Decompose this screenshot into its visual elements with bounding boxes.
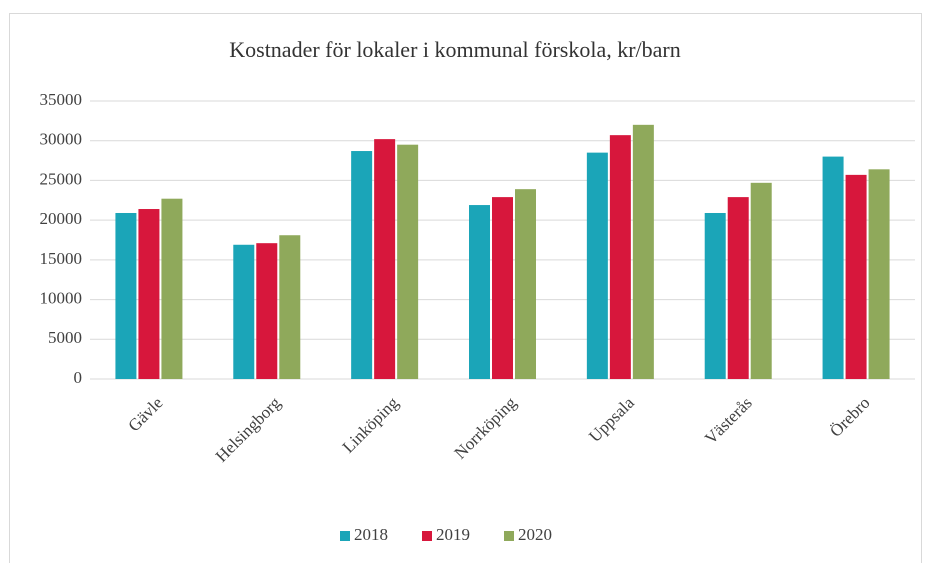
bar — [115, 212, 137, 379]
bar — [374, 139, 396, 379]
y-tick-label: 30000 — [40, 130, 83, 149]
y-tick-label: 20000 — [40, 209, 83, 228]
bar — [469, 205, 490, 379]
bar — [279, 235, 301, 379]
bar — [704, 212, 726, 379]
bar — [609, 135, 631, 379]
bar — [138, 209, 160, 379]
legend-label: 2020 — [518, 525, 552, 544]
y-tick-label: 25000 — [40, 169, 83, 188]
bar — [727, 197, 749, 379]
legend-swatch — [422, 531, 432, 541]
legend-swatch — [504, 531, 514, 541]
y-tick-label: 5000 — [48, 328, 82, 347]
bar — [750, 182, 772, 379]
legend-swatch — [340, 531, 350, 541]
y-tick-label: 15000 — [40, 249, 83, 268]
bar — [515, 189, 536, 379]
bar — [586, 152, 608, 379]
bar — [397, 144, 419, 379]
bar — [632, 124, 654, 379]
bar — [233, 244, 255, 379]
bar — [256, 243, 278, 379]
legend-label: 2018 — [354, 525, 388, 544]
y-tick-label: 0 — [74, 368, 83, 387]
chart-title: Kostnader för lokaler i kommunal förskol… — [229, 37, 680, 62]
bar — [845, 174, 867, 379]
bar — [868, 169, 890, 379]
bar — [161, 198, 183, 379]
y-tick-label: 10000 — [40, 288, 83, 307]
bar — [492, 197, 513, 379]
y-tick-label: 35000 — [40, 90, 83, 109]
legend-label: 2019 — [436, 525, 470, 544]
bar — [351, 151, 373, 379]
bar — [822, 156, 844, 379]
